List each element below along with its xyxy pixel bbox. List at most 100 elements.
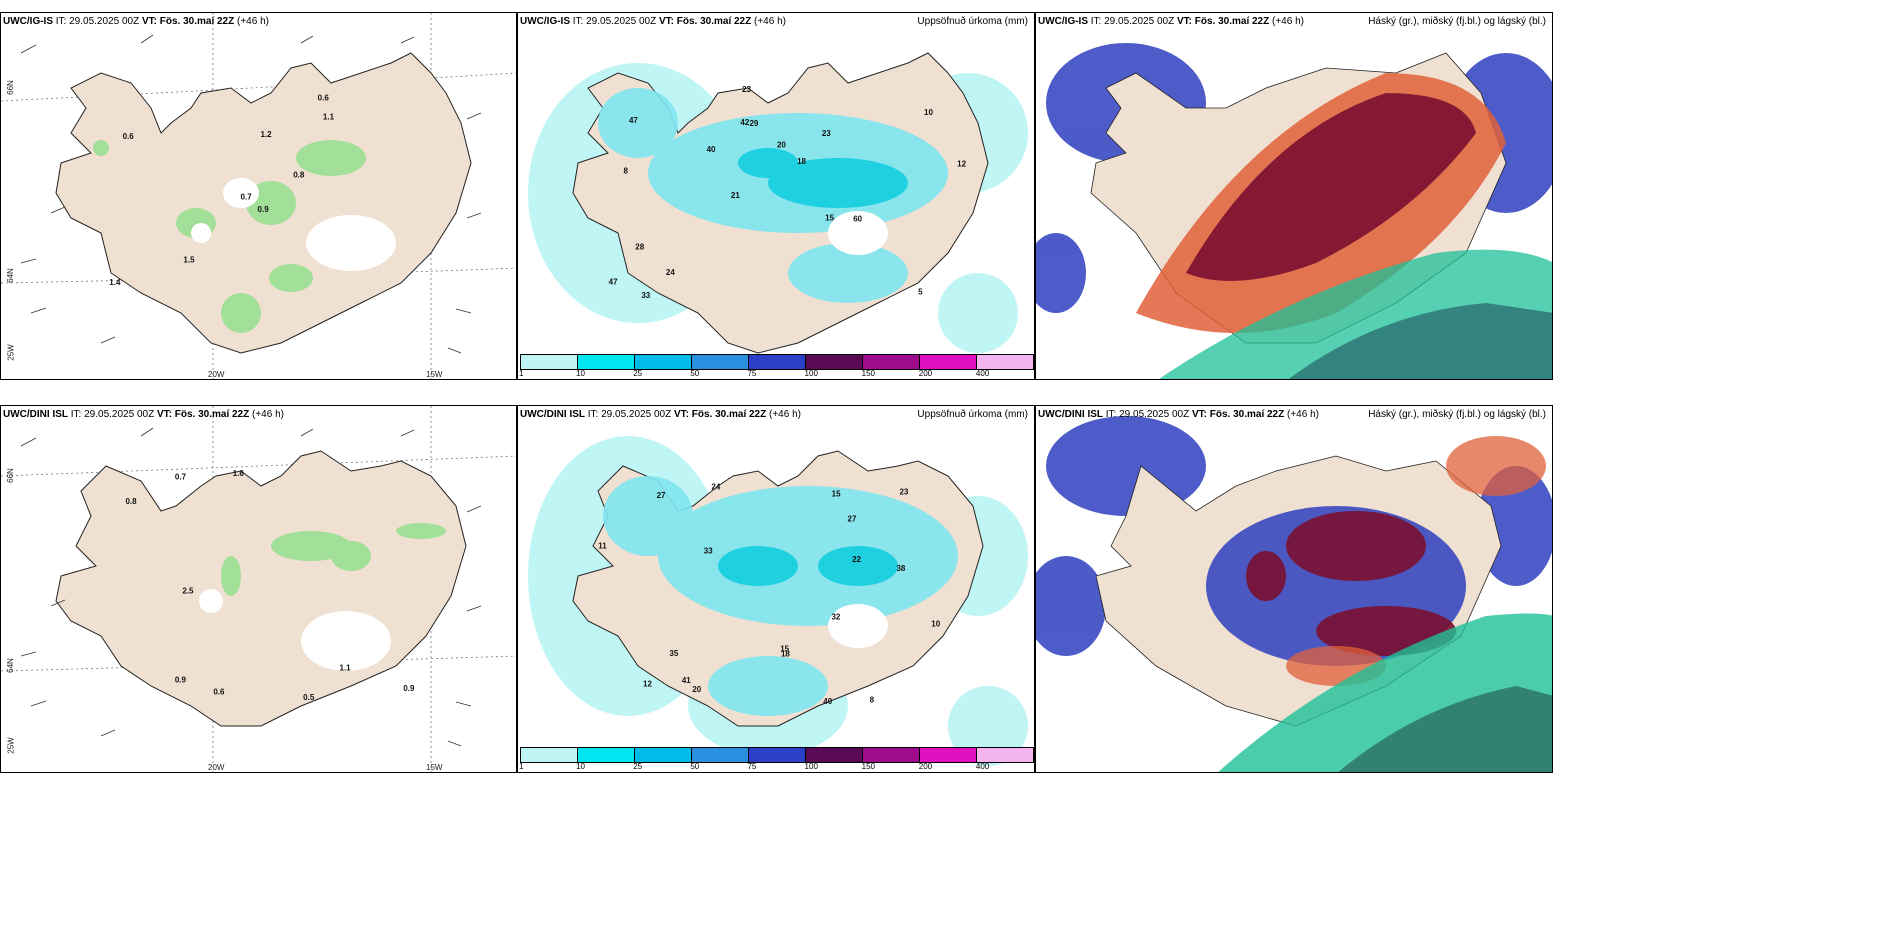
map-precip-bottom: 10 8 18 12 15 33 24 27 40 38 32 23 11 22 20 27 35 41 15 [518, 406, 1034, 772]
value-label: 12 [957, 159, 966, 168]
panel-top-precip: 5 8 10 21 23 33 42 20 28 40 47 24 29 18 60 47 23 12 15 UWC… [517, 12, 1035, 380]
colorbar-segment [692, 748, 749, 762]
header-row1-cloud: UWC/IG-IS IT: 29.05.2025 00Z VT: Fös. 30… [1038, 16, 1304, 27]
colorbar-segment [749, 355, 806, 369]
header-row1-wind: UWC/IG-IS IT: 29.05.2025 00Z VT: Fös. 30… [3, 16, 269, 27]
panel-bottom-wind: 0.6 0.5 0.9 1.1 0.7 0.8 2.5 0.9 1.6 UWC/DINI ISL… [0, 405, 517, 773]
colorbar-segment [635, 748, 692, 762]
value-label: 8 [623, 167, 628, 176]
colorbar-segment [521, 355, 578, 369]
lon-label-20: 20W [208, 370, 225, 379]
value-label: 0.7 [175, 472, 187, 481]
value-label: 1.1 [323, 112, 335, 121]
value-label: 32 [831, 613, 840, 622]
header-row2-wind: UWC/DINI ISL IT: 29.05.2025 00Z VT: Fös.… [3, 409, 284, 420]
value-label: 1.1 [340, 664, 352, 673]
value-label: 1.2 [260, 130, 272, 139]
value-label: 33 [641, 291, 650, 300]
value-label: 20 [777, 140, 786, 149]
value-label: 20 [692, 685, 701, 694]
colorbar-ticks-top: 1 10 25 50 75 100 150 200 400 [519, 369, 1034, 379]
value-label: 0.9 [403, 684, 415, 693]
panel-bottom-precip: 10 8 18 12 15 33 24 27 40 38 32 23 11 22 20 27 35 41 15 UW… [517, 405, 1035, 773]
value-label: 1.4 [109, 278, 121, 287]
precip-blobs [93, 140, 366, 333]
colorbar-segment [920, 355, 977, 369]
precip-title-top: Uppsöfnuð úrkoma (mm) [917, 16, 1028, 27]
colorbar-segment [920, 748, 977, 762]
lon-label-20-b: 20W [208, 763, 225, 772]
wind-barbs [20, 34, 482, 354]
colorbar-tick-label: 1 [519, 762, 524, 771]
colorbar-tick-label: 400 [975, 369, 990, 378]
colorbar-segment [578, 748, 635, 762]
colorbar-tick-label: 150 [861, 369, 876, 378]
value-label: 0.6 [318, 94, 330, 103]
colorbar-segment [977, 355, 1033, 369]
value-label: 0.7 [241, 192, 253, 201]
value-label: 0.6 [213, 688, 225, 697]
colorbar-tick-label: 10 [576, 762, 586, 771]
map-wind-bottom: 0.6 0.5 0.9 1.1 0.7 0.8 2.5 0.9 1.6 [1, 406, 516, 772]
panel-top-wind: 0.9 0.6 0.7 1.4 0.8 1.5 0.6 1.2 1.1 UWC/IG-IS IT… [0, 12, 517, 380]
value-label: 60 [853, 215, 862, 224]
lon-label-15-b: 15W [426, 763, 443, 772]
colorbar-tick-label: 25 [633, 762, 643, 771]
colorbar-tick-label: 75 [747, 369, 757, 378]
value-label: 47 [629, 116, 638, 125]
value-label: 0.6 [123, 132, 135, 141]
value-label: 18 [781, 649, 790, 658]
colorbar-tick-label: 10 [576, 369, 586, 378]
lon-label-15: 15W [426, 370, 443, 379]
header-row1-precip: UWC/IG-IS IT: 29.05.2025 00Z VT: Fös. 30… [520, 16, 786, 27]
value-label: 28 [635, 242, 644, 251]
colorbar-bottom [520, 747, 1034, 763]
colorbar-segment [692, 355, 749, 369]
value-label: 1.6 [233, 469, 245, 478]
colorbar-segment [863, 355, 920, 369]
value-label: 12 [643, 680, 652, 689]
colorbar-ticks-bottom: 1 10 25 50 75 100 150 200 400 [519, 762, 1034, 772]
value-label: 5 [918, 288, 923, 297]
header-row2-cloud: UWC/DINI ISL IT: 29.05.2025 00Z VT: Fös.… [1038, 409, 1319, 420]
value-label: 33 [704, 547, 713, 556]
value-label: 24 [711, 482, 720, 491]
value-label: 27 [848, 515, 857, 524]
lat-label-64: 64N [5, 268, 15, 283]
colorbar-tick-label: 25 [633, 369, 643, 378]
lon-label-25-b: 25W [6, 737, 16, 754]
value-label: 23 [822, 129, 831, 138]
colorbar-tick-label: 100 [804, 369, 818, 378]
value-label: 27 [657, 491, 666, 500]
value-label: 11 [598, 541, 607, 550]
colorbar-segment [578, 355, 635, 369]
value-label: 40 [707, 145, 716, 154]
map-precip-top: 5 8 10 21 23 33 42 20 28 40 47 24 29 18 60 47 23 12 15 [518, 13, 1034, 379]
colorbar-segment [806, 748, 863, 762]
panel-top-cloud: UWC/IG-IS IT: 29.05.2025 00Z VT: Fös. 30… [1035, 12, 1553, 380]
value-label: 15 [825, 213, 834, 222]
value-label: 0.5 [303, 693, 315, 702]
value-label: 0.9 [175, 676, 187, 685]
colorbar-top [520, 354, 1034, 370]
value-label: 15 [832, 490, 841, 499]
precip-title-bottom: Uppsöfnuð úrkoma (mm) [917, 409, 1028, 420]
value-label: 18 [797, 157, 806, 166]
value-label: 35 [669, 649, 678, 658]
value-label: 23 [899, 488, 908, 497]
map-wind-top: 0.9 0.6 0.7 1.4 0.8 1.5 0.6 1.2 1.1 [1, 13, 516, 379]
colorbar-segment [521, 748, 578, 762]
value-label: 0.8 [293, 170, 305, 179]
value-label: 0.8 [125, 497, 137, 506]
value-label: 22 [852, 555, 861, 564]
cloud-title-bottom: Háský (gr.), miðský (fj.bl.) og lágský (… [1368, 409, 1546, 420]
panel-bottom-cloud: UWC/DINI ISL IT: 29.05.2025 00Z VT: Fös.… [1035, 405, 1553, 773]
value-label: 41 [682, 676, 691, 685]
value-label: 0.9 [258, 205, 270, 214]
value-label: 42 [740, 118, 749, 127]
colorbar-tick-label: 150 [861, 762, 876, 771]
colorbar-segment [863, 748, 920, 762]
value-label: 40 [823, 697, 832, 706]
colorbar-tick-label: 50 [690, 762, 700, 771]
colorbar-tick-label: 75 [747, 762, 757, 771]
